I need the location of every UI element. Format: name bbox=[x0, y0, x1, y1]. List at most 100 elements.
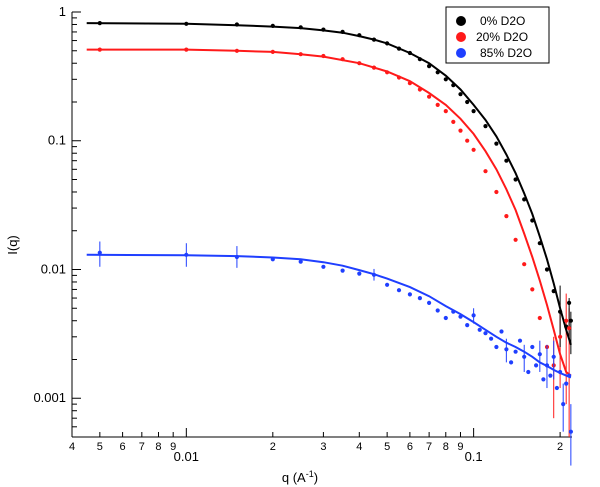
data-point bbox=[568, 318, 574, 323]
legend-label-2: 85% D2O bbox=[480, 46, 532, 60]
data-point bbox=[558, 309, 563, 314]
data-point bbox=[270, 257, 275, 262]
data-point bbox=[504, 158, 509, 163]
data-point bbox=[558, 369, 563, 375]
x-minor-tick-label: 2 bbox=[270, 441, 276, 453]
data-point bbox=[534, 363, 539, 368]
data-point bbox=[234, 22, 239, 27]
legend-marker-2 bbox=[456, 48, 466, 58]
data-point bbox=[357, 271, 362, 276]
data-point bbox=[526, 369, 531, 375]
data-point bbox=[417, 57, 422, 62]
fit-line-1 bbox=[86, 48, 572, 377]
data-point bbox=[340, 29, 345, 34]
data-point bbox=[443, 315, 448, 321]
data-point bbox=[558, 334, 563, 339]
x-minor-tick-label: 5 bbox=[97, 441, 103, 453]
data-point bbox=[427, 94, 432, 99]
data-point bbox=[564, 318, 569, 323]
data-point bbox=[270, 23, 275, 28]
fit-line-0 bbox=[86, 22, 572, 346]
data-point bbox=[537, 315, 542, 321]
data-point bbox=[97, 47, 102, 52]
data-point bbox=[385, 41, 390, 46]
data-point bbox=[357, 61, 362, 66]
data-point bbox=[371, 65, 377, 70]
data-point bbox=[451, 83, 456, 88]
data-point bbox=[321, 53, 326, 59]
x-minor-tick-label: 9 bbox=[457, 441, 463, 453]
data-point bbox=[465, 99, 470, 105]
data-point bbox=[298, 25, 303, 30]
x-axis-title-end: ) bbox=[314, 470, 318, 485]
data-point bbox=[385, 282, 390, 287]
x-minor-tick-label: 8 bbox=[155, 441, 161, 453]
data-point bbox=[564, 381, 569, 386]
x-major-tick-label: 0.01 bbox=[174, 449, 199, 464]
data-point bbox=[513, 237, 518, 242]
legend-label-1: 20% D2O bbox=[476, 30, 528, 44]
data-point bbox=[443, 77, 448, 82]
data-point bbox=[396, 75, 402, 80]
series-layer bbox=[86, 21, 574, 466]
data-point bbox=[427, 64, 432, 69]
y-tick-label: 1 bbox=[59, 4, 66, 19]
data-point bbox=[396, 288, 402, 293]
data-point bbox=[517, 338, 523, 343]
x-minor-tick-label: 6 bbox=[407, 441, 413, 453]
data-point bbox=[504, 214, 509, 219]
data-point bbox=[385, 70, 390, 75]
x-minor-tick-label: 4 bbox=[356, 441, 362, 453]
data-point bbox=[522, 262, 527, 267]
data-point bbox=[537, 241, 542, 246]
data-point bbox=[554, 385, 560, 391]
y-axis-title: I(q) bbox=[5, 235, 20, 255]
legend-marker-0 bbox=[456, 16, 466, 26]
x-major-tick-label: 0.1 bbox=[465, 449, 483, 464]
data-point bbox=[407, 50, 412, 56]
x-minor-tick-label: 7 bbox=[139, 441, 145, 453]
data-point bbox=[530, 218, 535, 223]
data-point bbox=[465, 138, 470, 143]
data-point bbox=[494, 344, 499, 350]
legend-label-0: 0% D2O bbox=[480, 14, 525, 28]
x-minor-tick-label: 3 bbox=[320, 441, 326, 453]
data-point bbox=[458, 92, 463, 97]
data-point bbox=[544, 267, 550, 272]
data-point bbox=[522, 197, 527, 202]
x-axis-title-sup: -1 bbox=[306, 469, 314, 479]
x-minor-tick-label: 7 bbox=[426, 441, 432, 453]
data-point bbox=[530, 344, 535, 350]
legend-marker-1 bbox=[456, 32, 466, 42]
y-tick-label: 0.1 bbox=[48, 133, 66, 148]
data-point bbox=[427, 300, 432, 305]
x-minor-tick-label: 4 bbox=[69, 441, 75, 453]
data-point bbox=[321, 264, 326, 269]
y-tick-label: 0.01 bbox=[41, 261, 66, 276]
x-axis-title-main: q (A bbox=[282, 470, 306, 485]
data-point bbox=[483, 169, 488, 174]
data-point bbox=[371, 37, 377, 42]
data-point bbox=[513, 349, 518, 354]
series-0 bbox=[86, 21, 574, 346]
data-point bbox=[97, 21, 102, 26]
data-point bbox=[483, 124, 488, 129]
data-point bbox=[435, 102, 440, 107]
series-1 bbox=[86, 47, 572, 377]
x-axis-title: q (A-1) bbox=[282, 469, 318, 485]
data-point bbox=[357, 33, 362, 38]
data-point bbox=[234, 48, 239, 53]
data-point bbox=[567, 300, 572, 305]
data-point bbox=[509, 360, 514, 365]
data-point bbox=[471, 147, 476, 152]
data-point bbox=[270, 49, 275, 55]
data-point bbox=[321, 27, 326, 32]
series-2 bbox=[86, 250, 574, 434]
data-point bbox=[340, 268, 345, 273]
data-point bbox=[551, 289, 556, 294]
data-point bbox=[184, 47, 189, 52]
data-point bbox=[530, 287, 535, 292]
data-point bbox=[567, 373, 572, 378]
data-point bbox=[483, 331, 488, 336]
